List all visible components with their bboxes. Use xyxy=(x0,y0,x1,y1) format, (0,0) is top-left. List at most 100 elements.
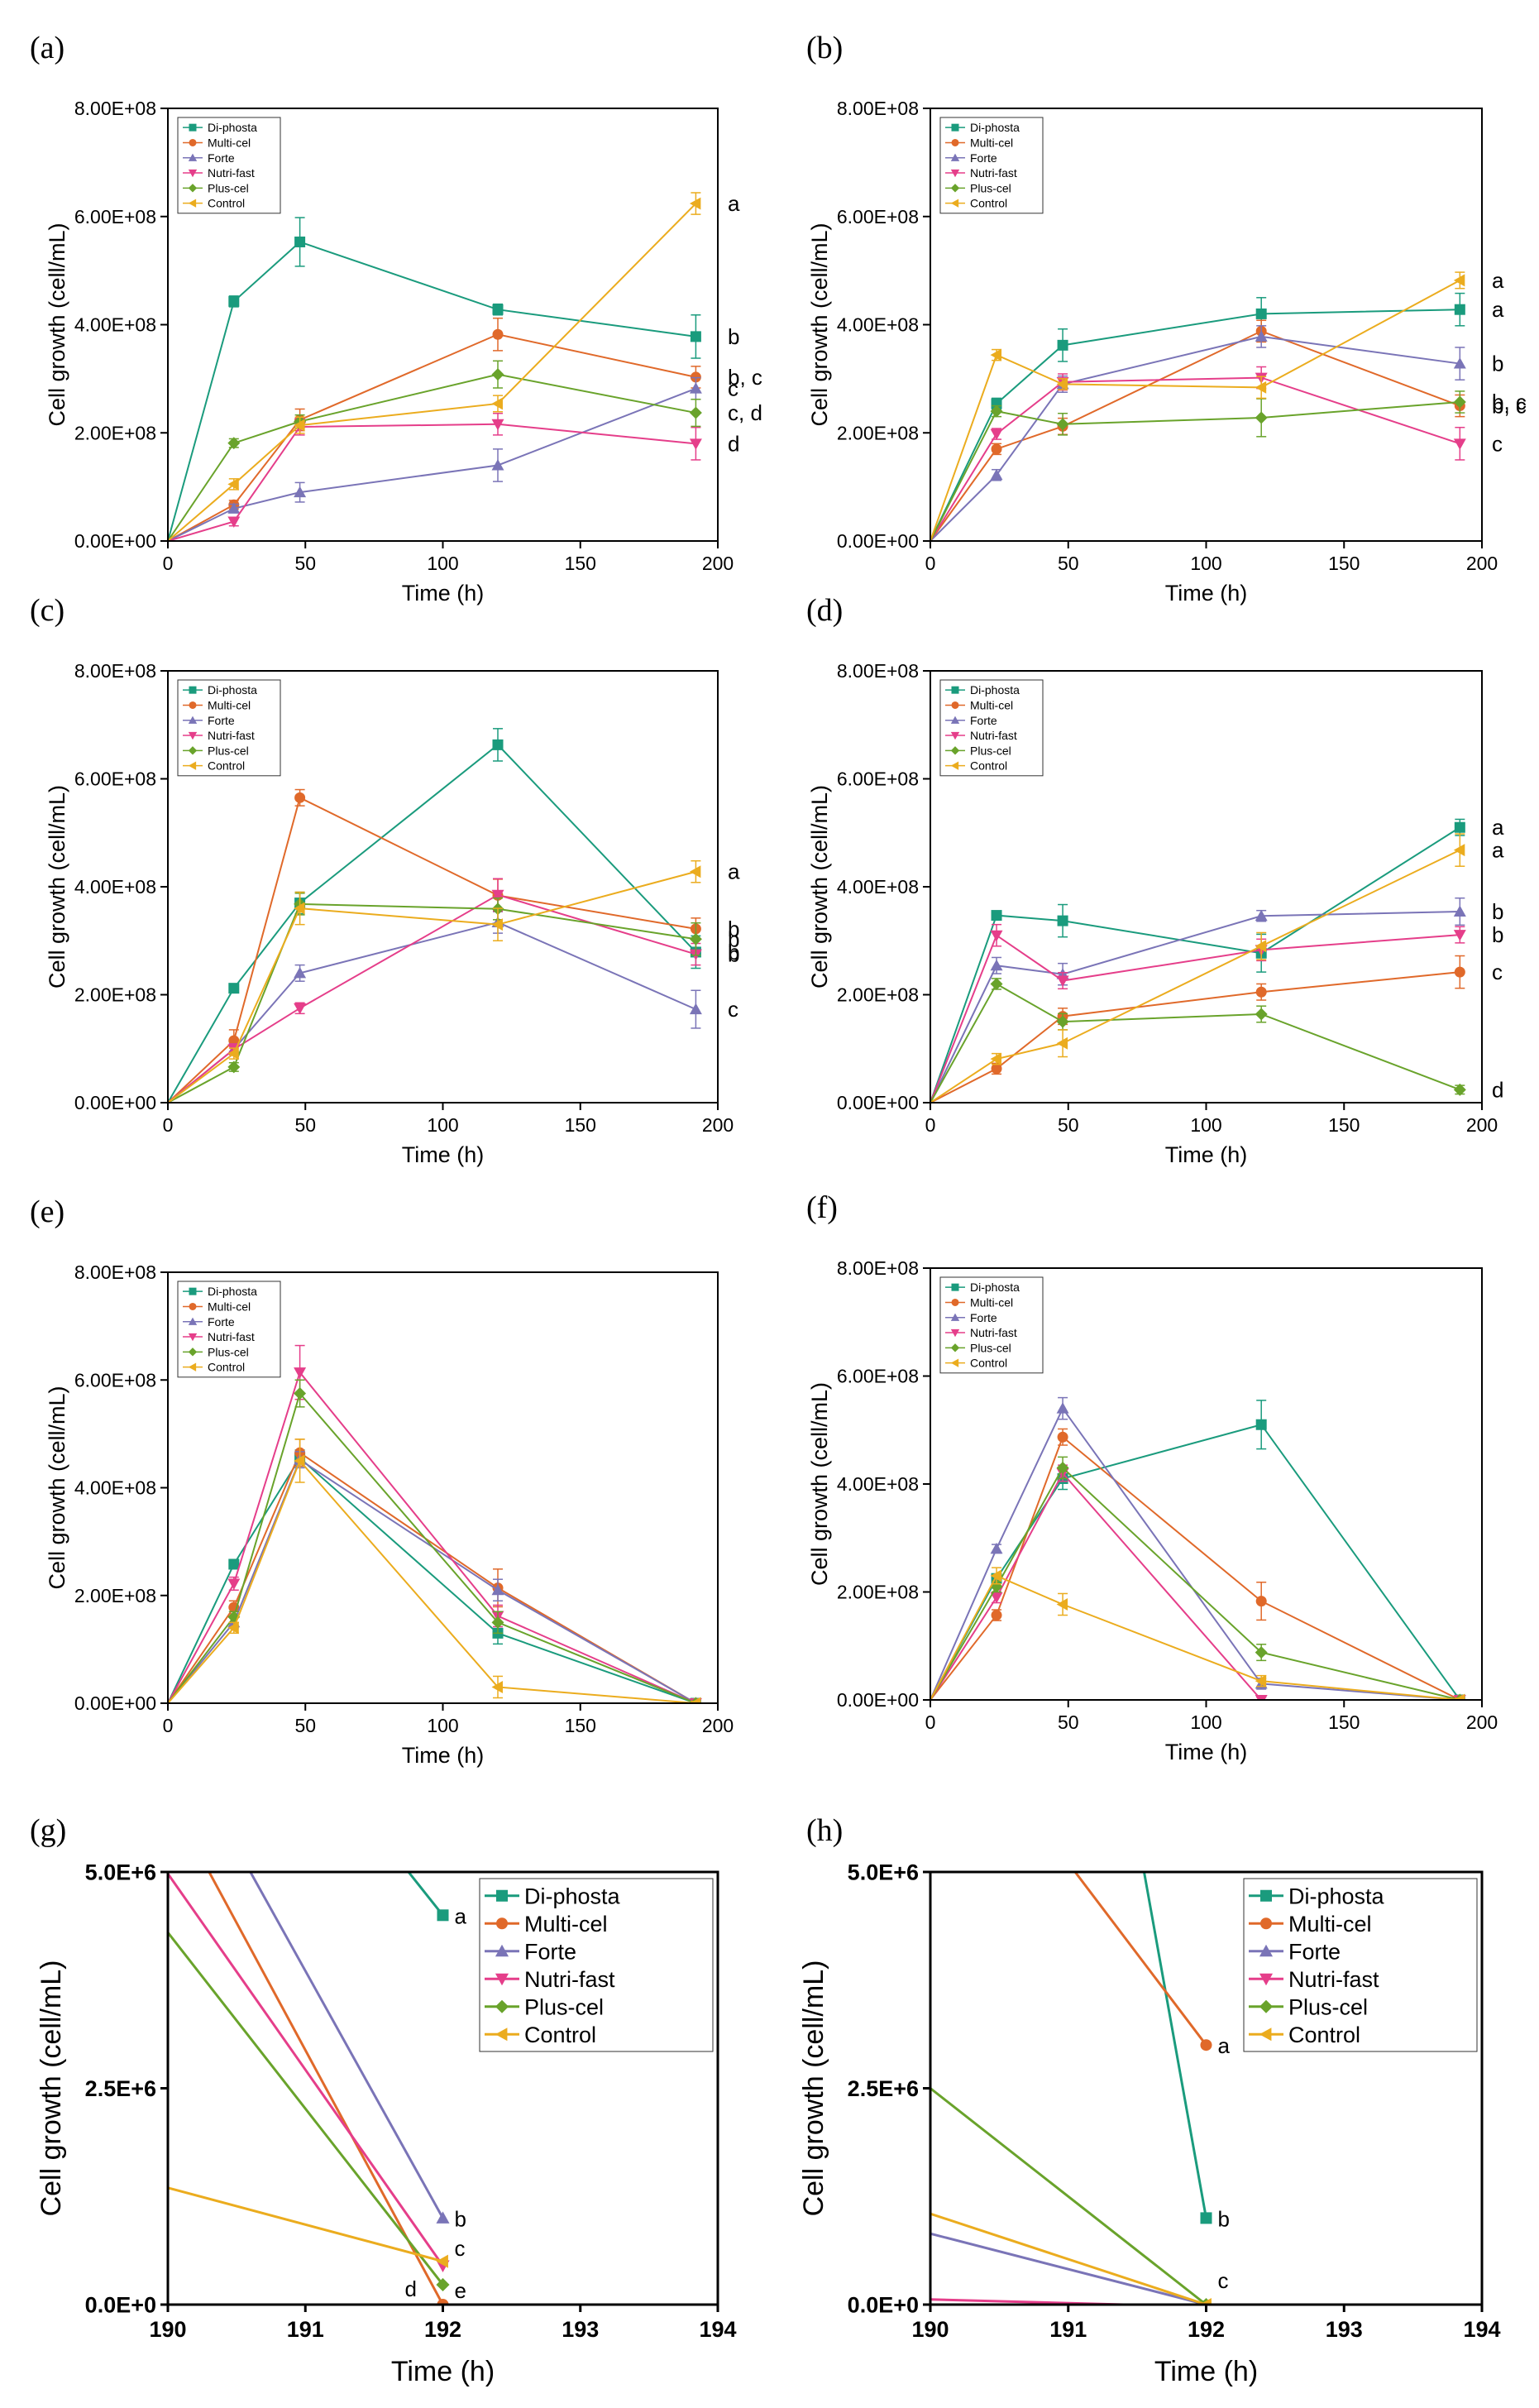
data-point-control xyxy=(689,197,701,210)
data-point-multi-cel xyxy=(991,1610,1002,1621)
legend-label-plus-cel: Plus-cel xyxy=(208,181,249,194)
y-tick-label: 6.00E+08 xyxy=(837,206,919,227)
legend-label-forte: Forte xyxy=(524,1939,576,1964)
significance-label: b xyxy=(1492,352,1503,376)
y-tick-label: 0.00E+00 xyxy=(837,1689,919,1711)
significance-label: b, c xyxy=(1492,390,1527,414)
y-tick-label: 4.00E+08 xyxy=(837,876,919,898)
series-line-control xyxy=(930,2212,1207,2305)
legend-label-forte: Forte xyxy=(970,714,997,727)
data-point-plus-cel xyxy=(990,405,1003,418)
legend-label-multi-cel: Multi-cel xyxy=(970,136,1013,149)
y-tick-label: 8.00E+08 xyxy=(837,1257,919,1279)
plot-area xyxy=(930,1396,1466,1700)
significance-label: a xyxy=(728,859,740,884)
legend-label-control: Control xyxy=(208,197,245,210)
x-axis-title: Time (h) xyxy=(1154,2356,1258,2387)
data-point-plus-cel xyxy=(1453,1083,1466,1096)
significance-label: a xyxy=(1218,2033,1231,2058)
x-tick-label: 100 xyxy=(1190,1711,1221,1733)
y-tick-label: 8.00E+08 xyxy=(74,1261,156,1283)
data-point-di-phosta xyxy=(1057,339,1068,351)
chart-panel-e: (e) 0.00E+00 2.00E+08 4.00E+08 6.00E+08 8.00E… xyxy=(30,1194,734,1768)
legend-label-multi-cel: Multi-cel xyxy=(1288,1912,1372,1936)
x-tick-label: 190 xyxy=(149,2317,186,2342)
data-point-plus-cel xyxy=(689,406,702,419)
legend-marker-di-phosta xyxy=(951,1283,959,1291)
legend-marker-control xyxy=(188,761,197,770)
legend-label-forte: Forte xyxy=(970,1311,997,1324)
data-point-di-phosta xyxy=(991,910,1002,922)
data-point-multi-cel xyxy=(991,1063,1002,1075)
legend-marker-nutri-fast xyxy=(950,169,960,178)
data-point-forte xyxy=(436,2211,450,2224)
series-line-plus-cel xyxy=(168,902,696,1103)
significance-label: d xyxy=(728,431,739,456)
panel-label: (c) xyxy=(30,593,65,628)
plot-frame xyxy=(929,1870,1484,2306)
legend-label-plus-cel: Plus-cel xyxy=(970,744,1011,757)
data-point-forte xyxy=(990,959,1003,971)
x-tick-label: 150 xyxy=(565,1114,596,1136)
data-point-forte xyxy=(1255,909,1268,922)
x-tick-label: 190 xyxy=(911,2317,949,2342)
data-point-nutri-fast xyxy=(1453,438,1466,450)
data-point-control xyxy=(1056,377,1068,390)
significance-label: b xyxy=(728,940,739,965)
plot-frame xyxy=(167,108,719,542)
data-point-di-phosta xyxy=(1454,304,1465,315)
legend-marker-forte xyxy=(188,153,198,161)
data-point-nutri-fast xyxy=(294,1367,307,1379)
series-line-forte xyxy=(249,1872,444,2219)
series-line-nutri-fast xyxy=(930,376,1460,541)
series-line-di-phosta xyxy=(168,1457,696,1703)
x-tick-label: 0 xyxy=(925,1711,936,1733)
significance-label: d xyxy=(405,2276,417,2301)
data-point-control xyxy=(491,397,503,410)
data-point-forte xyxy=(294,966,307,979)
y-tick-label: 2.00E+08 xyxy=(837,984,919,1006)
data-point-multi-cel xyxy=(1255,986,1267,998)
x-tick-label: 50 xyxy=(1058,1711,1079,1733)
chart-panel-g: (g) 0.0E+0 2.5E+6 5.0E+6 190 191 192 193 194 Time… xyxy=(30,1813,737,2387)
legend-label-plus-cel: Plus-cel xyxy=(970,181,1011,194)
x-tick-label: 100 xyxy=(1190,553,1221,574)
data-point-control xyxy=(990,1052,1002,1065)
data-point-plus-cel xyxy=(294,1387,307,1400)
data-point-nutri-fast xyxy=(689,438,702,450)
data-point-plus-cel xyxy=(689,932,702,945)
x-tick-label: 50 xyxy=(294,1114,316,1136)
legend-label-multi-cel: Multi-cel xyxy=(208,136,251,149)
significance-label: b xyxy=(728,917,739,941)
x-tick-label: 193 xyxy=(562,2317,599,2342)
significance-label: c xyxy=(1218,2268,1229,2293)
panel-label: (d) xyxy=(806,593,843,628)
data-point-di-phosta xyxy=(1255,308,1267,319)
legend-marker-forte xyxy=(950,1313,960,1321)
x-tick-label: 200 xyxy=(1466,1114,1498,1136)
data-point-forte xyxy=(689,382,702,394)
plot-frame xyxy=(930,670,1483,1103)
series-line-nutri-fast xyxy=(168,893,696,1103)
x-tick-label: 150 xyxy=(565,553,596,574)
legend-label-plus-cel: Plus-cel xyxy=(970,1341,1011,1354)
plot-frame xyxy=(930,1267,1483,1701)
y-axis-title: Cell growth (cell/mL) xyxy=(36,1960,67,2217)
data-point-multi-cel xyxy=(1200,2039,1212,2051)
significance-label: a xyxy=(728,191,740,216)
plot-area xyxy=(168,1344,702,1703)
legend-marker-control xyxy=(1259,2027,1272,2042)
y-tick-label: 2.00E+08 xyxy=(74,1585,156,1606)
data-point-plus-cel xyxy=(1056,1015,1069,1028)
x-tick-label: 150 xyxy=(1328,1711,1360,1733)
plot-area xyxy=(168,728,702,1103)
legend-marker-nutri-fast xyxy=(188,731,198,740)
x-axis-title: Time (h) xyxy=(402,1743,485,1768)
significance-label: c xyxy=(1492,960,1503,984)
legend-marker-control xyxy=(188,1362,197,1372)
legend-marker-control xyxy=(950,199,959,208)
legend-marker-plus-cel xyxy=(188,746,198,755)
